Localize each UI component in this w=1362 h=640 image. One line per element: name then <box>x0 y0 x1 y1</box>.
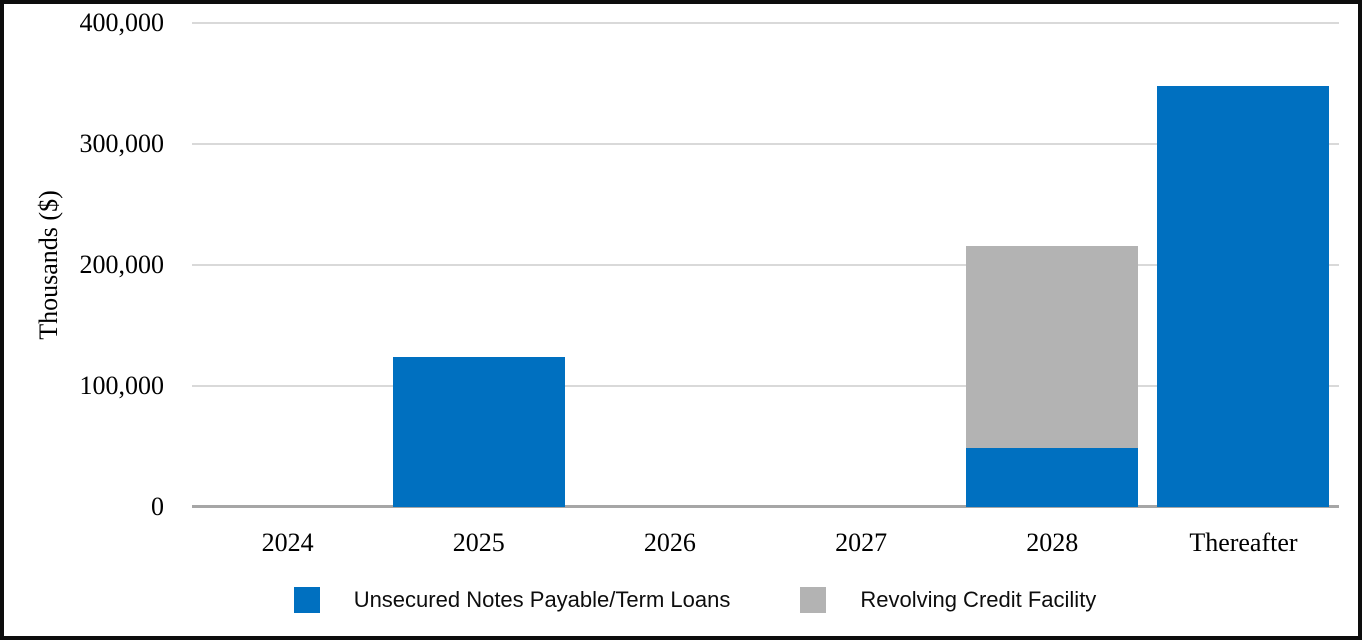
x-axis-tick-labels: 2024 2025 2026 2027 2028 Thereafter <box>192 528 1339 558</box>
legend-label: Unsecured Notes Payable/Term Loans <box>353 587 731 612</box>
bar-segment-thereafter-series0 <box>1157 85 1330 507</box>
y-tick-label: 200,000 <box>79 250 165 279</box>
legend: Unsecured Notes Payable/Term Loans Revolv… <box>4 587 1358 613</box>
legend-item: Revolving Credit Facility <box>800 587 1096 613</box>
y-axis-tick-labels: 400,000 300,000 200,000 100,000 0 <box>4 4 165 636</box>
bar-segment-2025-series0 <box>392 356 565 507</box>
x-tick-label: Thereafter <box>1189 528 1298 557</box>
x-tick-label: 2026 <box>643 528 696 557</box>
x-tick-label: 2025 <box>452 528 505 557</box>
x-tick-label: 2027 <box>835 528 888 557</box>
y-tick-label: 0 <box>151 492 164 521</box>
y-tick-label: 300,000 <box>79 129 165 158</box>
legend-swatch-icon <box>800 587 827 613</box>
bar-segment-2028-series0 <box>966 447 1139 507</box>
gridline <box>192 143 1339 145</box>
legend-swatch-icon <box>293 587 320 613</box>
legend-label: Revolving Credit Facility <box>860 587 1097 612</box>
x-tick-label: 2024 <box>261 528 314 557</box>
y-tick-label: 400,000 <box>79 8 165 37</box>
plot-area <box>192 22 1339 508</box>
y-tick-label: 100,000 <box>79 371 165 400</box>
legend-item: Unsecured Notes Payable/Term Loans <box>293 587 731 613</box>
x-axis-line <box>192 505 1339 508</box>
bar-segment-2028-series1 <box>966 245 1139 448</box>
gridline <box>192 264 1339 266</box>
x-tick-label: 2028 <box>1026 528 1079 557</box>
gridline <box>192 385 1339 387</box>
gridline <box>192 22 1339 24</box>
